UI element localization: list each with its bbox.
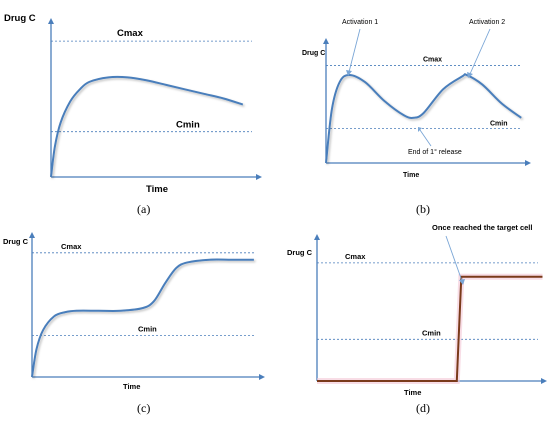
panel-caption: (a) [137, 202, 150, 216]
ref-label-cmax: Cmax [61, 242, 82, 251]
x-axis-arrow [256, 174, 262, 180]
annotation-arrow [346, 70, 352, 76]
panel-caption: (d) [416, 401, 430, 415]
y-axis-arrow [48, 18, 54, 24]
series-line [317, 275, 543, 382]
panel-b: Cmax Cmin Drug C Time (b) Activation 1 Activat… [302, 19, 531, 216]
panel-d: Cmax Cmin Drug C Time (d) Once reached the ta… [287, 223, 547, 415]
x-axis-label: Time [403, 172, 419, 179]
annotation-arrow [418, 127, 422, 132]
panel-a: Cmax Cmin Drug C Time (a) [4, 13, 262, 216]
y-axis-arrow [29, 232, 35, 238]
annotation-arrow [459, 279, 465, 285]
panel-c: Cmax Cmin Drug C Time (c) [3, 232, 265, 415]
series-line [325, 73, 522, 164]
y-axis-label: Drug C [302, 50, 325, 57]
annotation-line [469, 28, 491, 75]
annotation-activation-1: Activation 1 [342, 19, 378, 26]
annotation-activation-2: Activation 2 [469, 19, 505, 26]
x-axis-label: Time [404, 388, 421, 397]
annotation-line [445, 235, 463, 282]
y-axis-label: Drug C [4, 13, 36, 24]
x-axis-label: Time [146, 184, 168, 195]
annotation-arrow [467, 72, 473, 78]
x-axis-arrow [525, 160, 531, 166]
x-axis-arrow [259, 374, 265, 380]
annotation-line [419, 129, 432, 147]
panel-caption: (c) [137, 401, 150, 415]
series-line [31, 258, 254, 378]
ref-label-cmin: Cmin [422, 328, 441, 337]
y-axis-arrow [314, 234, 320, 240]
ref-label-cmin: Cmin [176, 120, 200, 131]
series-line [50, 75, 244, 178]
annotation-end-release: End of 1° release [408, 148, 462, 156]
annotation-target-cell: Once reached the target cell [432, 223, 532, 232]
x-axis-arrow [541, 378, 547, 384]
ref-label-cmin: Cmin [490, 120, 508, 127]
ref-label-cmax: Cmax [117, 28, 144, 39]
ref-label-cmax: Cmax [345, 252, 366, 261]
x-axis-label: Time [123, 382, 140, 391]
y-axis-label: Drug C [287, 248, 313, 257]
panel-caption: (b) [416, 202, 430, 216]
y-axis-arrow [323, 38, 329, 44]
y-axis-label: Drug C [3, 237, 29, 246]
ref-label-cmin: Cmin [138, 325, 157, 334]
ref-label-cmax: Cmax [423, 56, 442, 63]
annotation-line [348, 28, 361, 73]
